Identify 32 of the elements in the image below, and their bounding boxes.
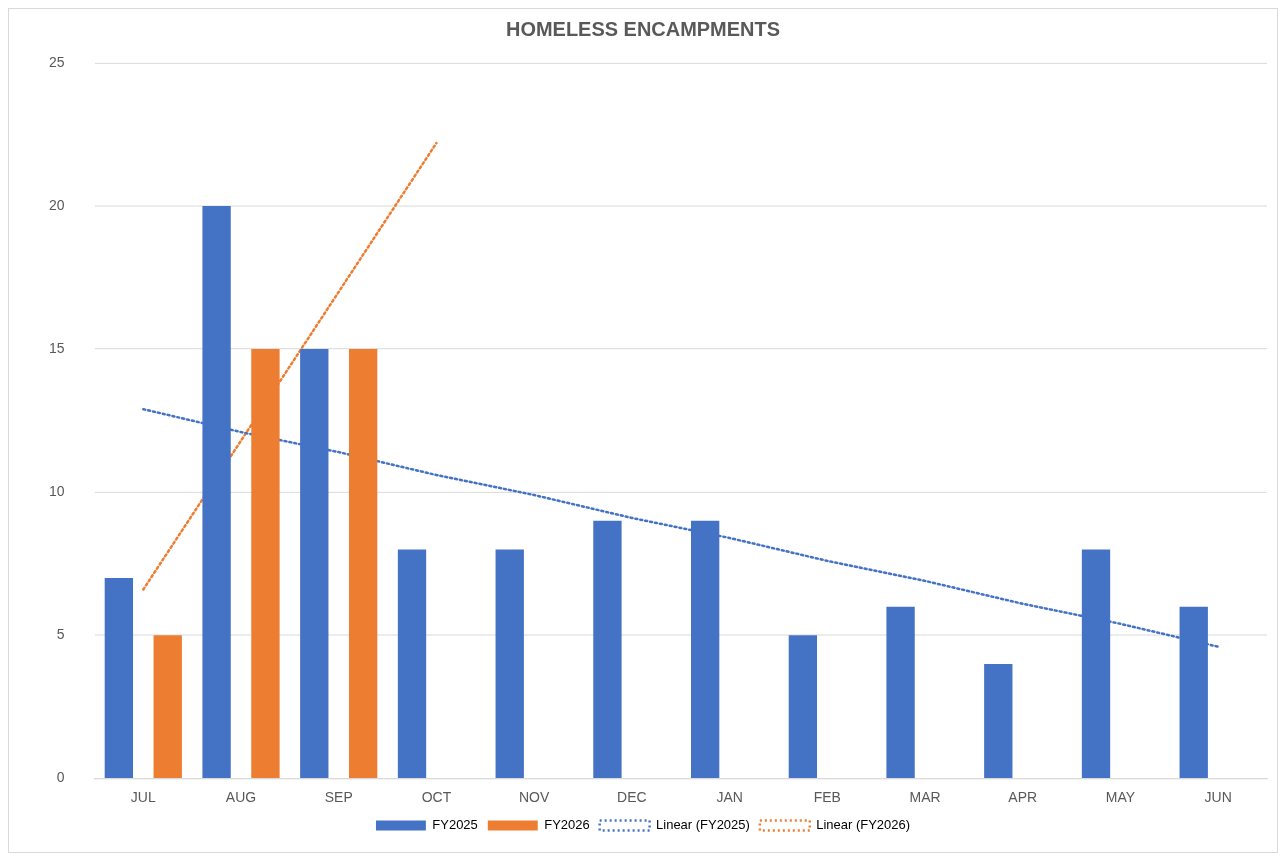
- bar: [593, 520, 622, 778]
- y-tick-label: 25: [48, 53, 65, 70]
- x-tick-label: AUG: [225, 788, 257, 805]
- x-tick-label: OCT: [421, 788, 452, 805]
- x-tick-label: DEC: [617, 788, 647, 805]
- x-tick-label: SEP: [324, 788, 353, 805]
- x-tick-label: MAY: [1105, 788, 1136, 805]
- y-tick-label: 10: [48, 483, 65, 500]
- x-tick-label: JAN: [716, 788, 743, 805]
- x-tick-label: JUN: [1204, 788, 1232, 805]
- x-tick-label: NOV: [519, 788, 550, 805]
- bar: [788, 635, 818, 778]
- bar: [886, 606, 915, 778]
- x-tick-label: FEB: [813, 788, 841, 805]
- bar: [984, 663, 1013, 778]
- bar: [104, 578, 134, 778]
- legend-label: FY2025: [432, 817, 478, 833]
- legend-label: Linear (FY2026): [816, 817, 911, 833]
- bar: [348, 349, 378, 778]
- bar: [153, 635, 182, 778]
- y-tick-label: 0: [56, 769, 65, 786]
- x-tick-label: JUL: [130, 788, 156, 805]
- legend-label: Linear (FY2025): [656, 817, 750, 833]
- y-tick-label: 15: [48, 339, 65, 356]
- x-tick-label: MAR: [909, 788, 941, 805]
- legend-label: FY2026: [544, 817, 590, 833]
- x-tick-label: APR: [1008, 788, 1038, 805]
- chart-title: HOMELESS ENCAMPMENTS: [506, 18, 780, 41]
- bar: [397, 549, 427, 778]
- y-tick-label: 5: [56, 626, 65, 643]
- bar: [495, 549, 524, 778]
- y-tick-label: 20: [48, 196, 65, 213]
